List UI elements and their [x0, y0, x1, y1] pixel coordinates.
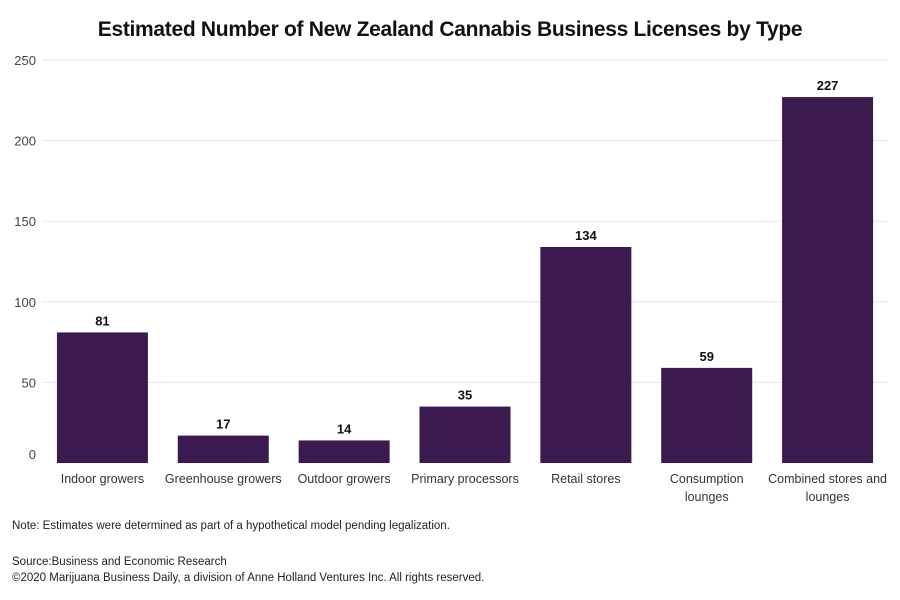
data-label: 59 [699, 349, 713, 364]
bar [298, 440, 390, 463]
chart-note: Note: Estimates were determined as part … [12, 520, 450, 532]
bar [661, 367, 753, 463]
data-label: 81 [95, 313, 109, 328]
data-label: 134 [575, 228, 597, 243]
x-tick-label: Consumption lounges [670, 472, 744, 504]
bar [782, 97, 874, 464]
data-label: 14 [337, 421, 352, 436]
chart-source: Source:Business and Economic Research [12, 556, 227, 568]
data-label: 17 [216, 417, 230, 432]
y-tick-label: 150 [14, 214, 36, 229]
y-tick-label: 0 [29, 447, 36, 462]
y-tick-label: 200 [14, 134, 36, 149]
bar [56, 332, 148, 463]
chart-copyright: ©2020 Marijuana Business Daily, a divisi… [12, 572, 485, 584]
y-tick-label: 250 [14, 53, 36, 68]
x-tick-label: Outdoor growers [298, 472, 391, 486]
bar-chart: 0 50 100 150 200 250 81 17 14 35 134 59 227 Indoor … [14, 53, 888, 504]
data-labels: 81 17 14 35 134 59 227 [95, 78, 838, 436]
x-tick-label: Primary processors [411, 472, 519, 486]
bar [540, 246, 632, 463]
bars [56, 97, 874, 464]
x-tick-label: Indoor growers [61, 472, 144, 486]
data-label: 35 [458, 388, 472, 403]
y-axis-tick-labels: 0 50 100 150 200 250 [14, 53, 36, 462]
y-tick-label: 100 [14, 295, 36, 310]
x-axis-category-labels: Indoor growers Greenhouse growers Outdoor … [61, 472, 887, 504]
bar [419, 406, 511, 463]
data-label: 227 [817, 78, 839, 93]
x-tick-label: Retail stores [551, 472, 620, 486]
y-tick-label: 50 [22, 375, 36, 390]
x-tick-label: Combined stores and lounges [768, 472, 887, 504]
x-tick-label: Greenhouse growers [165, 472, 282, 486]
chart-title: Estimated Number of New Zealand Cannabis… [97, 18, 803, 41]
gridlines [42, 59, 888, 383]
bar [177, 435, 269, 463]
